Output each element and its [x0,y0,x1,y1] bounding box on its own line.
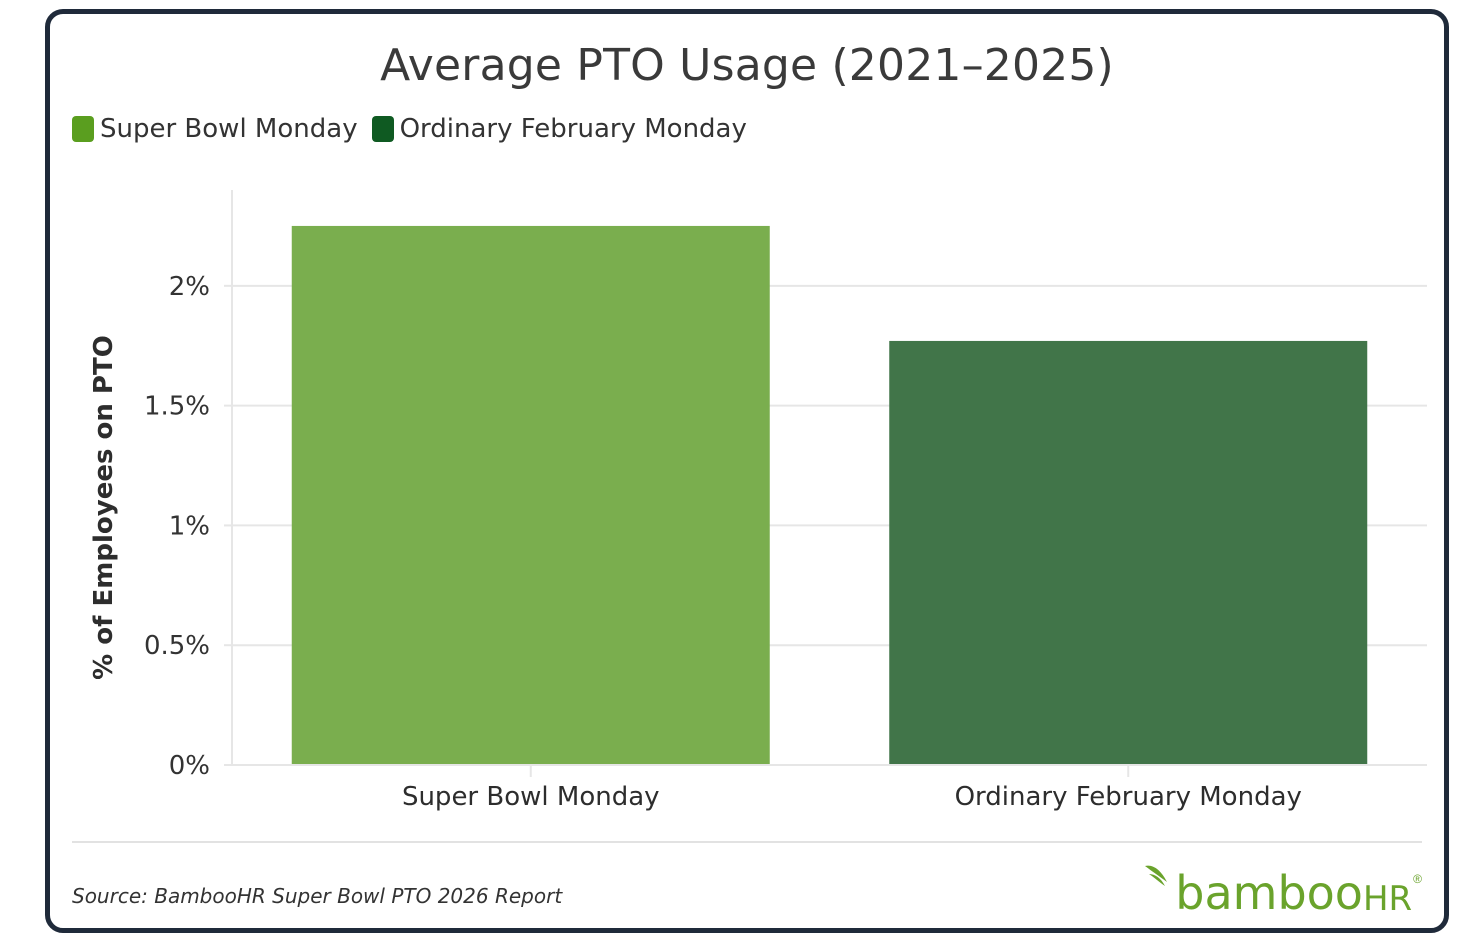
y-axis-title: % of Employees on PTO [89,335,119,680]
legend-item-super-bowl[interactable]: Super Bowl Monday [72,114,358,144]
legend-swatch [371,116,394,142]
bar-chart: 0% 0.5% 1% 1.5% 2% Super Bowl Monday Ordinary … [89,190,1427,812]
legend-label: Super Bowl Monday [100,114,358,144]
source-note: Source: BambooHR Super Bowl PTO 2026 Rep… [72,884,563,908]
bar-super-bowl-monday [291,225,770,765]
chart-title: Average PTO Usage (2021–2025) [380,40,1114,91]
logo-registered: ® [1413,872,1422,886]
footer-divider [72,841,1422,843]
chart-card: Average PTO Usage (2021–2025) Super Bowl… [45,9,1449,933]
logo-wordmark: bamboo [1175,866,1363,920]
x-tick-label: Super Bowl Monday [402,782,660,812]
bar-ordinary-february-monday [889,340,1368,765]
logo-suffix: HR [1362,879,1413,919]
y-tick-label: 1% [169,511,210,541]
legend-swatch [72,116,94,142]
legend-item-ordinary-monday[interactable]: Ordinary February Monday [371,114,747,144]
y-tick-label: 0.5% [144,631,210,661]
y-tick-label: 1.5% [144,392,210,422]
bamboohr-logo: bamboo HR ® [1143,865,1422,920]
y-tick-label: 0% [169,751,210,781]
legend-label: Ordinary February Monday [399,114,747,144]
chart-legend: Super Bowl Monday Ordinary February Mond… [72,114,747,144]
y-tick-label: 2% [169,272,210,302]
bamboo-leaf-icon [1145,865,1168,886]
x-tick-label: Ordinary February Monday [955,782,1302,812]
